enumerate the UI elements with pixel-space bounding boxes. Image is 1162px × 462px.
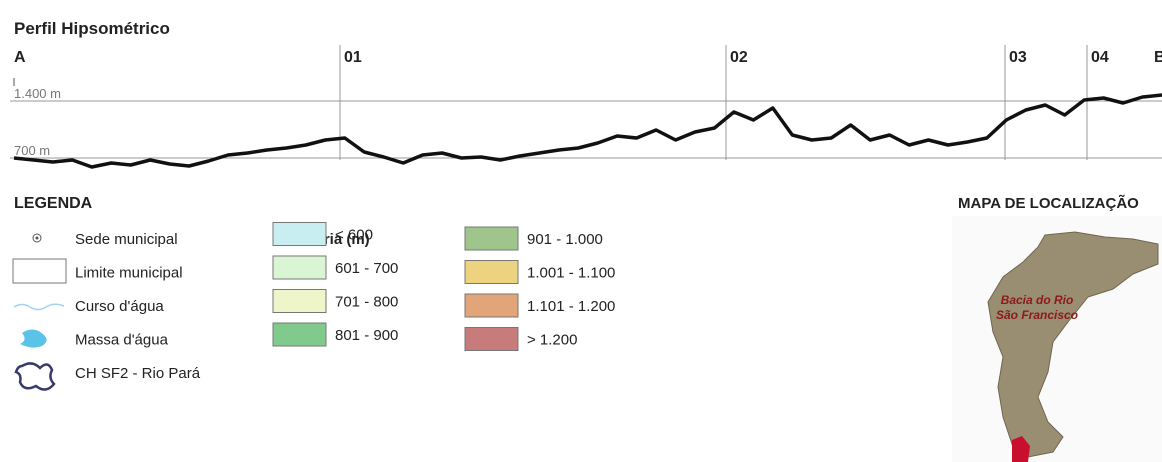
icon-sede-dot: [36, 237, 39, 240]
legend-item: Massa d'água: [75, 332, 169, 349]
icon-ch: [16, 363, 54, 389]
profile: 1.400 m 700 m 01 02 03 04: [10, 45, 1162, 167]
section-label: 03: [1009, 49, 1027, 66]
class-label: 801 - 900: [335, 327, 398, 344]
profile-end: B: [1154, 49, 1162, 66]
class-label: 1.001 - 1.100: [527, 265, 615, 282]
class-swatch: [465, 261, 518, 284]
section-label: 01: [344, 49, 362, 66]
profile-start: A: [14, 49, 26, 66]
legend-title: LEGENDA: [14, 195, 93, 212]
legend-item: CH SF2 - Rio Pará: [75, 365, 201, 382]
class-label: 1.101 - 1.200: [527, 298, 615, 315]
legend-item: Limite municipal: [75, 265, 183, 282]
class-label: 901 - 1.000: [527, 231, 603, 248]
location-title: MAPA DE LOCALIZAÇÃO: [958, 194, 1139, 212]
icon-curso: [14, 304, 64, 309]
class-label: 701 - 800: [335, 294, 398, 311]
legend-item: Curso d'água: [75, 298, 164, 315]
class-label: > 1.200: [527, 332, 577, 349]
map-label: Bacia do Rio: [1001, 293, 1074, 307]
class-label: < 600: [335, 227, 373, 244]
class-swatch: [273, 323, 326, 346]
section-label: 04: [1091, 49, 1109, 66]
legend-item: Sede municipal: [75, 231, 178, 248]
class-swatch: [465, 328, 518, 351]
class-swatch: [465, 294, 518, 317]
class-swatch: [465, 227, 518, 250]
class-swatch: [273, 223, 326, 246]
class-swatch: [273, 256, 326, 279]
profile-title: Perfil Hipsométrico: [14, 19, 170, 38]
page: Perfil Hipsométrico A B 1.400 m 700 m 01 02…: [0, 0, 1162, 462]
reference-label: 700 m: [14, 143, 50, 158]
icon-massa: [20, 329, 47, 347]
elevation-profile: [14, 95, 1162, 167]
class-swatch: [273, 290, 326, 313]
section-label: 02: [730, 49, 748, 66]
class-label: 601 - 700: [335, 260, 398, 277]
map-label: São Francisco: [996, 308, 1078, 322]
reference-label: 1.400 m: [14, 86, 61, 101]
icon-limite: [13, 259, 66, 283]
